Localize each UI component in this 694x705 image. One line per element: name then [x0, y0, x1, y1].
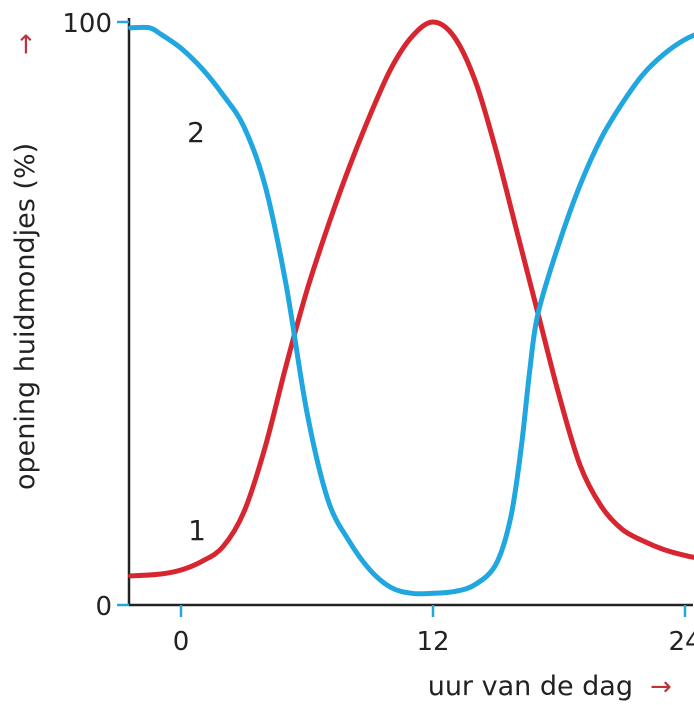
series-1-label: 1 [188, 514, 206, 547]
series-2-line [128, 24, 694, 597]
series-2-label: 2 [187, 116, 205, 149]
x-tick-label: 24 [668, 627, 694, 657]
x-tick-label: 12 [416, 627, 449, 657]
series-lines [128, 19, 694, 597]
x-axis-title: uur van de dag [428, 671, 633, 702]
series-labels: 12 [187, 116, 206, 547]
y-axis-title: opening huidmondjes (%) [10, 143, 41, 490]
y-tick-label: 100 [62, 9, 112, 39]
y-axis-arrow: → [11, 33, 41, 55]
axes [117, 18, 693, 617]
y-tick-label: 0 [95, 592, 112, 622]
series-1-line [128, 19, 694, 579]
x-axis-arrow: → [650, 672, 672, 702]
x-tick-label: 0 [173, 627, 190, 657]
